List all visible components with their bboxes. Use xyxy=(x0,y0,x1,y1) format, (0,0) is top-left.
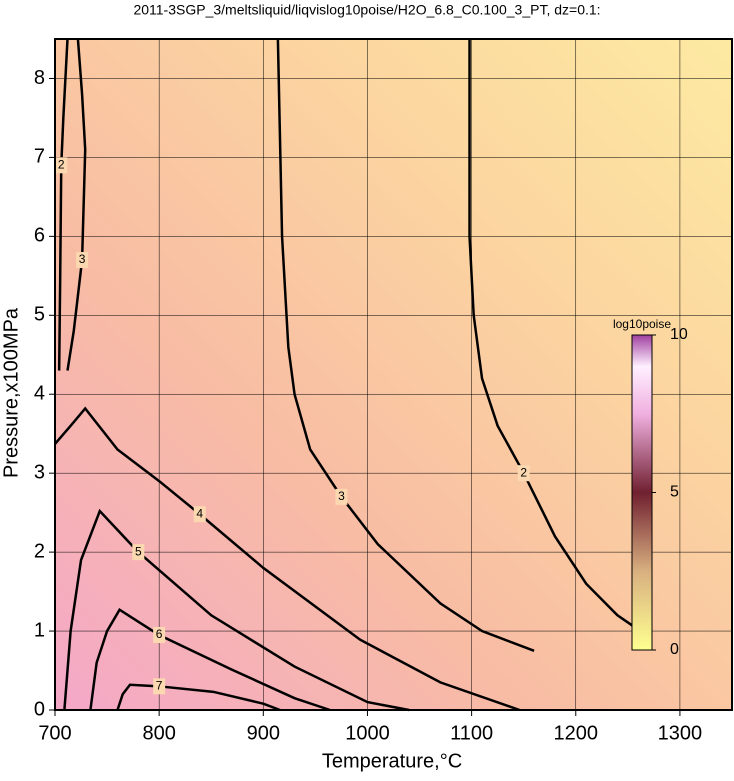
chart-title: 2011-3SGP_3/meltsliquid/liqvislog10poise… xyxy=(133,2,600,18)
contour-label: 6 xyxy=(156,627,163,641)
contour-label-bg xyxy=(132,544,145,561)
y-tick-label: 2 xyxy=(34,540,45,562)
y-tick-label: 4 xyxy=(34,383,45,405)
x-tick-label: 1300 xyxy=(658,722,703,744)
contour-label: 2 xyxy=(520,465,527,479)
y-tick-label: 7 xyxy=(34,146,45,168)
contour-label: 3 xyxy=(79,252,86,266)
colorbar-label: log10poise xyxy=(613,317,671,331)
y-tick-label: 0 xyxy=(34,698,45,720)
contour-label-bg xyxy=(517,465,530,482)
x-tick-label: 1200 xyxy=(554,722,599,744)
contour-label-bg xyxy=(153,678,166,695)
y-tick-label: 1 xyxy=(34,619,45,641)
y-tick-label: 8 xyxy=(34,67,45,89)
contour-label: 3 xyxy=(338,489,345,503)
y-tick-label: 5 xyxy=(34,304,45,326)
contour-label: 5 xyxy=(135,544,142,558)
colorbar-tick-label: 0 xyxy=(670,641,679,658)
contour-label-bg xyxy=(55,157,68,174)
contour-label-bg xyxy=(153,627,166,644)
contour-line xyxy=(276,38,535,652)
contour-label-bg xyxy=(335,488,348,505)
x-tick-label: 1000 xyxy=(345,722,390,744)
x-tick-label: 900 xyxy=(247,722,280,744)
contour-label: 4 xyxy=(196,506,203,520)
x-tick-label: 800 xyxy=(142,722,175,744)
y-axis-label: Pressure,x100MPa xyxy=(0,307,22,478)
x-tick-label: 1100 xyxy=(450,722,493,744)
contour-label-bg xyxy=(76,252,89,269)
y-tick-label: 6 xyxy=(34,225,45,247)
x-tick-label: 700 xyxy=(38,722,71,744)
contour-label: 7 xyxy=(156,678,163,692)
colorbar-tick-label: 5 xyxy=(670,484,679,501)
contour-line xyxy=(89,607,331,712)
contour-line xyxy=(468,39,642,633)
x-axis-label: Temperature,°C xyxy=(322,750,462,772)
plot-background xyxy=(55,39,732,710)
contour-label-bg xyxy=(193,506,206,523)
colorbar-tick-label: 10 xyxy=(670,326,688,343)
contour-line xyxy=(66,38,87,371)
contour-line xyxy=(54,406,520,712)
plot-frame xyxy=(54,38,733,711)
contour-label: 2 xyxy=(58,157,65,171)
colorbar xyxy=(631,334,653,651)
y-tick-label: 3 xyxy=(34,461,45,483)
